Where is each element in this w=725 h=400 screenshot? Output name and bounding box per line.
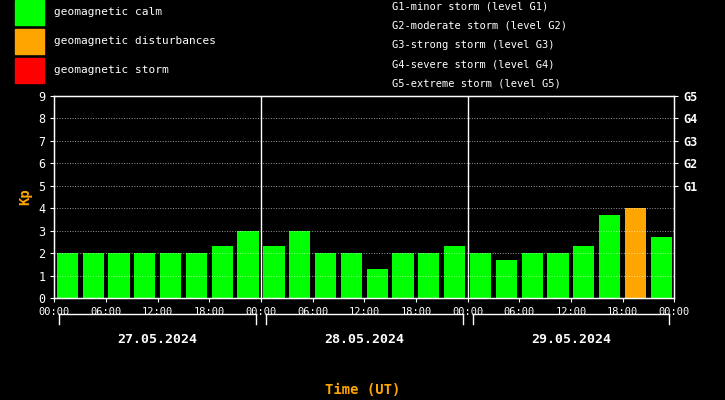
Text: 29.05.2024: 29.05.2024 [531, 333, 611, 346]
Text: G1-minor storm (level G1): G1-minor storm (level G1) [392, 1, 548, 11]
Bar [263, 246, 284, 298]
Text: 28.05.2024: 28.05.2024 [324, 333, 405, 346]
Bar [212, 246, 233, 298]
Bar [289, 231, 310, 298]
Bar [651, 238, 672, 298]
Bar [496, 260, 517, 298]
Bar [599, 215, 621, 298]
Text: geomagnetic calm: geomagnetic calm [54, 7, 162, 17]
Bar [14, 29, 44, 54]
Bar [57, 253, 78, 298]
Text: geomagnetic storm: geomagnetic storm [54, 65, 169, 75]
Text: G5-extreme storm (level G5): G5-extreme storm (level G5) [392, 78, 560, 89]
Bar [108, 253, 130, 298]
Bar [83, 253, 104, 298]
Text: G2-moderate storm (level G2): G2-moderate storm (level G2) [392, 20, 566, 30]
Bar [186, 253, 207, 298]
Bar [14, 58, 44, 83]
Bar [341, 253, 362, 298]
Text: 27.05.2024: 27.05.2024 [117, 333, 198, 346]
Bar [238, 231, 259, 298]
Bar [392, 253, 414, 298]
Bar [160, 253, 181, 298]
Y-axis label: Kp: Kp [19, 189, 33, 205]
Bar [315, 253, 336, 298]
Bar [470, 253, 491, 298]
Bar [547, 253, 568, 298]
Bar [625, 208, 646, 298]
Text: Time (UT): Time (UT) [325, 383, 400, 397]
Text: geomagnetic disturbances: geomagnetic disturbances [54, 36, 216, 46]
Bar [367, 269, 388, 298]
Text: G3-strong storm (level G3): G3-strong storm (level G3) [392, 40, 554, 50]
Text: G4-severe storm (level G4): G4-severe storm (level G4) [392, 59, 554, 69]
Bar [14, 0, 44, 25]
Bar [573, 246, 594, 298]
Bar [521, 253, 543, 298]
Bar [418, 253, 439, 298]
Bar [134, 253, 155, 298]
Bar [444, 246, 465, 298]
